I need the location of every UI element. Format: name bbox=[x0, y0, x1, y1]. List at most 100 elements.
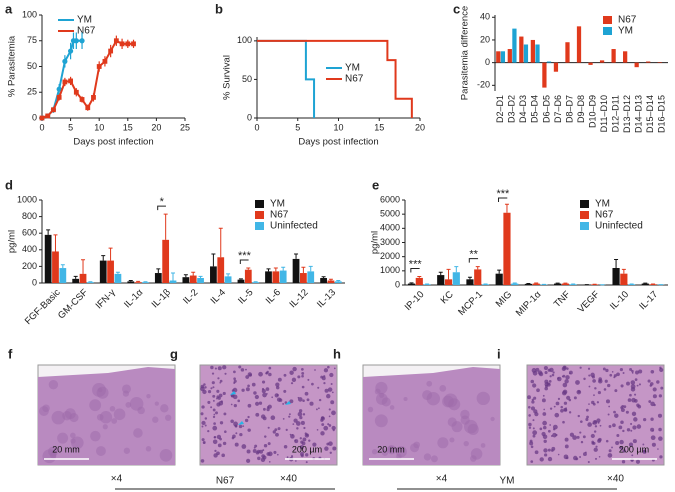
panel-letter: c bbox=[453, 1, 460, 16]
cell bbox=[633, 417, 638, 422]
cell bbox=[328, 424, 332, 427]
x-tick-label: 5 bbox=[295, 122, 300, 132]
cell bbox=[201, 405, 205, 409]
y-tick-label: 50 bbox=[27, 61, 37, 71]
tissue-texture bbox=[403, 396, 408, 402]
cell bbox=[619, 446, 623, 450]
point bbox=[79, 38, 85, 44]
legend-label: Uninfected bbox=[595, 221, 643, 232]
point bbox=[125, 41, 131, 47]
cell bbox=[247, 403, 252, 408]
point bbox=[56, 95, 62, 100]
cell bbox=[252, 448, 257, 453]
legend-label: N67 bbox=[77, 26, 96, 37]
cell bbox=[650, 370, 655, 374]
panel-letter: e bbox=[372, 177, 379, 192]
cell bbox=[240, 368, 245, 372]
cell bbox=[267, 404, 272, 409]
cell bbox=[608, 405, 611, 408]
cell bbox=[286, 456, 289, 459]
legend-label: N67 bbox=[618, 15, 637, 26]
cell bbox=[542, 434, 548, 440]
cell bbox=[630, 380, 636, 385]
cell bbox=[330, 383, 333, 386]
bar bbox=[437, 275, 445, 285]
cell bbox=[323, 425, 329, 431]
cell bbox=[330, 400, 335, 405]
cell bbox=[277, 377, 282, 382]
cell bbox=[217, 366, 222, 371]
cell bbox=[251, 382, 256, 387]
cell bbox=[532, 427, 535, 430]
cell bbox=[541, 398, 546, 403]
panel-letter: i bbox=[497, 346, 501, 361]
bar bbox=[511, 283, 519, 285]
cell bbox=[542, 412, 547, 416]
cell bbox=[256, 449, 261, 454]
bar bbox=[524, 283, 532, 285]
cell bbox=[626, 381, 630, 386]
cell bbox=[266, 407, 270, 412]
cell bbox=[204, 386, 207, 389]
cell bbox=[573, 396, 577, 400]
cell bbox=[261, 454, 265, 458]
error-bar bbox=[475, 266, 480, 270]
bar bbox=[519, 36, 524, 63]
bar bbox=[507, 49, 512, 63]
x-tick-label: 10 bbox=[333, 122, 343, 132]
point bbox=[68, 48, 74, 54]
cell bbox=[531, 398, 534, 401]
cell bbox=[267, 442, 271, 446]
cell bbox=[327, 365, 330, 369]
cell bbox=[636, 424, 642, 429]
cell bbox=[528, 405, 531, 409]
bar bbox=[134, 282, 142, 283]
cell bbox=[326, 393, 331, 399]
bar bbox=[279, 270, 287, 283]
error-bar bbox=[198, 275, 203, 279]
cell bbox=[292, 423, 295, 425]
point bbox=[113, 38, 119, 44]
error-bar bbox=[621, 268, 626, 274]
legend-label: N67 bbox=[595, 210, 614, 221]
arrow bbox=[230, 391, 236, 395]
point bbox=[73, 89, 79, 95]
bar bbox=[620, 273, 628, 285]
arrow bbox=[285, 401, 291, 405]
x-axis-title: Days post infection bbox=[73, 137, 153, 148]
cell bbox=[219, 437, 222, 441]
x-tick-label: IL-4 bbox=[209, 287, 228, 306]
cell bbox=[299, 437, 302, 440]
cell bbox=[268, 461, 271, 463]
legend-swatch bbox=[255, 222, 264, 230]
cell bbox=[592, 422, 595, 425]
cell bbox=[301, 368, 304, 371]
x-tick-label: D9–D8 bbox=[576, 95, 586, 123]
tissue-texture bbox=[431, 455, 438, 463]
cell bbox=[261, 380, 266, 384]
cell bbox=[631, 454, 634, 457]
cell bbox=[297, 396, 300, 399]
cell bbox=[544, 453, 548, 457]
tissue-texture bbox=[152, 416, 159, 423]
cell bbox=[549, 424, 552, 426]
cell bbox=[629, 368, 633, 371]
cell bbox=[638, 383, 642, 386]
cell bbox=[285, 428, 288, 431]
cell bbox=[542, 394, 545, 397]
cell bbox=[544, 379, 549, 384]
cell bbox=[214, 449, 217, 453]
x-tick-label: IL-17 bbox=[637, 289, 660, 312]
survival-line bbox=[257, 39, 316, 118]
cell bbox=[219, 379, 223, 383]
cell bbox=[304, 433, 310, 438]
cell bbox=[246, 458, 251, 463]
panel-letter: a bbox=[5, 1, 13, 16]
bar bbox=[99, 260, 107, 283]
tissue-texture bbox=[381, 449, 389, 456]
magnification: ×4 bbox=[436, 474, 448, 485]
tissue-texture bbox=[145, 446, 152, 452]
point bbox=[131, 41, 136, 47]
cell bbox=[301, 441, 306, 446]
bar bbox=[554, 283, 562, 285]
